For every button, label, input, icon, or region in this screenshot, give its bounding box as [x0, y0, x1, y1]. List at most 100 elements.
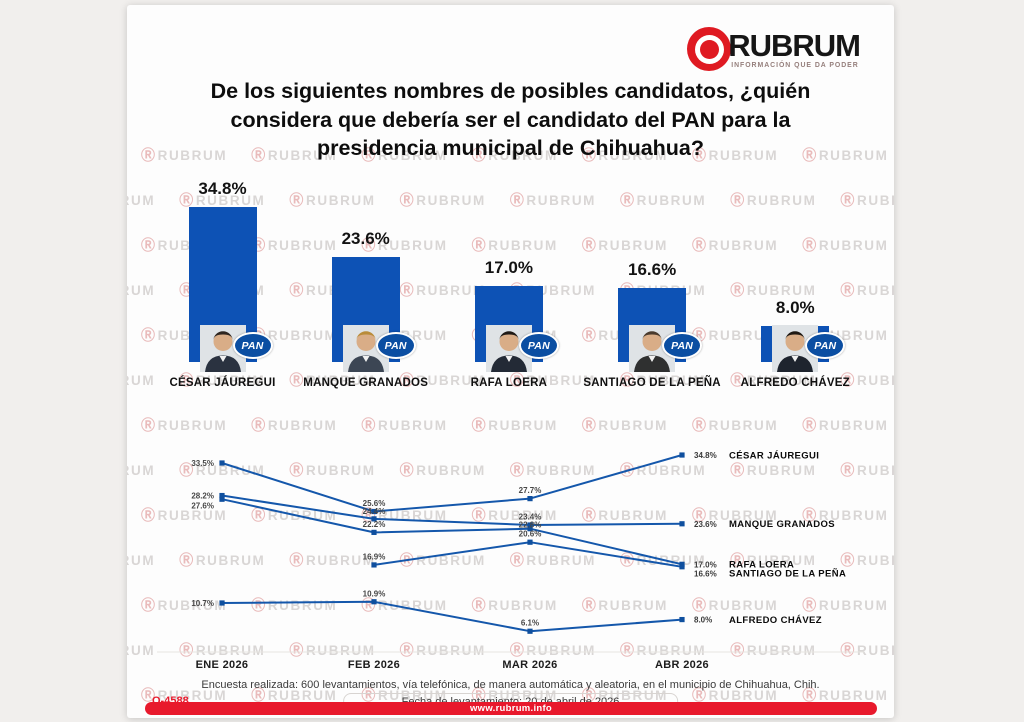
rubrum-watermark-icon: Ⓡ	[141, 417, 157, 433]
trend-line	[221, 494, 683, 526]
final-value-label: 8.0%	[694, 616, 712, 625]
x-axis-label: ENE 2026	[196, 659, 249, 671]
series-name-label: MANQUE GRANADOS	[729, 519, 835, 530]
data-point-marker	[679, 452, 685, 458]
rubrum-watermark-icon: Ⓡ	[692, 417, 708, 433]
pan-party-badge: PAN	[375, 332, 416, 359]
rubrum-logo: RUBRUM INFORMACIÓN QUE DA PODER	[687, 27, 861, 71]
point-value-label: 27.6%	[191, 502, 214, 511]
pan-party-badge: PAN	[232, 332, 273, 359]
bar-column: 16.6% PAN SANTIAGO DE LA PEÑA	[581, 163, 724, 415]
final-value-label: 17.0%	[694, 560, 717, 569]
point-value-label: 16.9%	[363, 552, 386, 561]
rubrum-watermark-icon: Ⓡ	[251, 417, 267, 433]
rubrum-watermark-icon: Ⓡ	[802, 417, 818, 433]
point-value-label: 33.5%	[191, 459, 214, 468]
watermark-token: ⓇRUBRUM	[581, 417, 669, 433]
candidate-photo	[629, 325, 676, 372]
x-axis-label: FEB 2026	[348, 659, 400, 671]
bar-column: 17.0% PAN RAFA LOERA	[437, 163, 580, 415]
pan-party-badge: PAN	[518, 332, 559, 359]
candidate-photo	[485, 325, 532, 372]
trend-line-chart: 33.5% 28.2%27.6% 10.7% 25.6%24.4% 22.2% 16.9%…	[157, 450, 864, 671]
data-point-marker	[527, 628, 533, 634]
data-point-marker	[371, 529, 377, 535]
watermark-token: ⓇRUBRUM	[471, 417, 558, 433]
data-point-marker	[219, 460, 225, 466]
watermark-token: ⓇRUBRUM	[692, 417, 779, 433]
final-value-label: 23.6%	[694, 520, 717, 529]
brand-tagline: INFORMACIÓN QUE DA PODER	[731, 62, 859, 69]
series-name-label: SANTIAGO DE LA PEÑA	[729, 569, 846, 580]
candidate-name-label: SANTIAGO DE LA PEÑA	[583, 377, 721, 389]
pan-party-badge: PAN	[662, 332, 703, 359]
bar-value-label: 8.0%	[775, 298, 815, 318]
point-value-label: 27.7%	[519, 486, 542, 495]
series-name-label: CÉSAR JÁUREGUI	[729, 450, 819, 461]
x-axis-label: MAR 2026	[502, 659, 557, 671]
point-value-label: 22.8%	[519, 521, 542, 530]
rubrum-watermark-icon: Ⓡ	[361, 417, 378, 433]
final-value-label: 34.8%	[694, 451, 717, 460]
candidate-name-label: ALFREDO CHÁVEZ	[740, 377, 850, 389]
data-point-marker	[371, 516, 377, 522]
data-point-marker	[679, 564, 685, 570]
rubrum-watermark-icon: Ⓡ	[471, 417, 488, 433]
watermark-token: ⓇRUBRUM	[361, 417, 448, 433]
brand-name: RUBRUM	[728, 28, 861, 63]
bar-column: 8.0% PAN ALFREDO CHÁVEZ	[724, 163, 867, 415]
point-value-label: 28.2%	[191, 492, 214, 501]
data-point-marker	[527, 496, 533, 502]
point-value-label: 10.7%	[191, 599, 214, 608]
x-axis-label: ABR 2026	[655, 659, 709, 671]
data-point-marker	[679, 521, 685, 527]
poll-card: ⓇRUBRUM ⓇRUBRUM ⓇRUBRUM ⓇRUBRUM ⓇRUBRUM ⓇRUBR…	[127, 5, 894, 718]
candidate-name-label: MANQUE GRANADOS	[303, 377, 429, 389]
rubrum-watermark-icon: Ⓡ	[581, 417, 598, 433]
point-value-label: 24.4%	[363, 507, 386, 516]
trend-line	[221, 498, 683, 566]
data-point-marker	[527, 526, 533, 532]
survey-question-title: De los siguientes nombres de posibles ca…	[210, 79, 811, 161]
data-point-marker	[219, 492, 225, 499]
candidate-bar-chart: 34.8% PAN CÉSAR JÁUREGUI 23.6% PAN MANQUE GRA…	[151, 163, 867, 415]
data-point-marker	[527, 522, 533, 528]
data-point-marker	[219, 600, 225, 606]
data-point-marker	[371, 599, 377, 605]
data-point-marker	[371, 562, 377, 568]
candidate-name-label: CÉSAR JÁUREGUI	[169, 377, 276, 389]
bar-value-label: 23.6%	[341, 228, 390, 248]
data-point-marker	[679, 616, 685, 623]
methodology-note: Encuesta realizada: 600 levantamientos, …	[201, 679, 820, 691]
final-value-label: 16.6%	[694, 569, 717, 578]
bar-value-label: 16.6%	[627, 260, 677, 280]
bar-column: 23.6% PAN MANQUE GRANADOS	[294, 163, 437, 415]
point-value-label: 20.6%	[519, 530, 542, 539]
watermark-token: ⓇRUBRUM	[141, 417, 228, 433]
point-value-label: 22.2%	[363, 520, 386, 529]
bar-value-label: 34.8%	[198, 179, 247, 199]
point-value-label: 23.4%	[519, 513, 542, 522]
point-value-label: 10.9%	[363, 589, 386, 598]
data-point-marker	[527, 539, 533, 545]
bar-value-label: 17.0%	[484, 258, 533, 278]
series-name-label: ALFREDO CHÁVEZ	[729, 615, 822, 626]
data-point-marker	[219, 496, 225, 502]
trend-line	[221, 600, 683, 633]
watermark-row: ⓇRUBRUM ⓇRUBRUM ⓇRUBRUM ⓇRUBRUM ⓇRUBRUM ⓇRUBR…	[141, 415, 894, 435]
rubrum-watermark-icon: Ⓡ	[141, 147, 157, 163]
watermark-token: ⓇRUBRUM	[802, 417, 889, 433]
website-url: www.rubrum.info	[469, 703, 553, 714]
rubrum-target-icon	[687, 27, 732, 71]
bar-column: 34.8% PAN CÉSAR JÁUREGUI	[151, 163, 294, 415]
trend-line	[221, 454, 683, 513]
series-name-label: RAFA LOERA	[729, 560, 794, 571]
point-value-label: 6.1%	[521, 619, 539, 628]
website-bar: www.rubrum.info	[145, 702, 877, 715]
data-point-marker	[371, 508, 377, 515]
candidate-name-label: RAFA LOERA	[470, 377, 548, 389]
point-value-label: 25.6%	[363, 499, 386, 508]
watermark-token: ⓇRUBRUM	[251, 417, 338, 433]
pan-party-badge: PAN	[805, 332, 846, 359]
